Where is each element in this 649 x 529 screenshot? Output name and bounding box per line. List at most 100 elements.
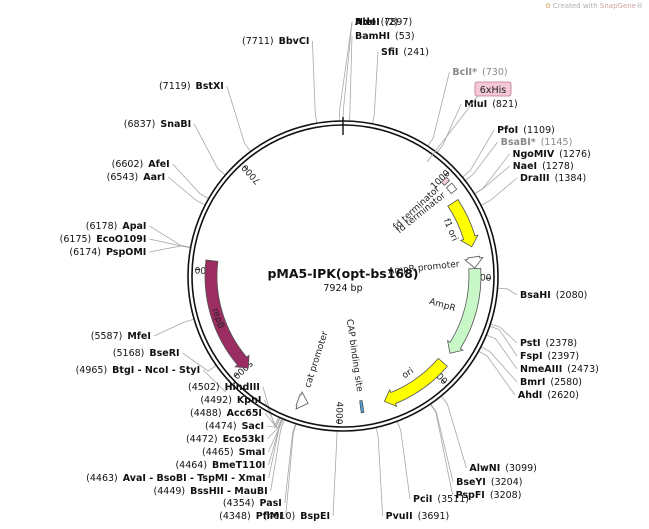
enzyme-name: AvaI - BsoBI - TspMI - XmaI	[123, 473, 266, 484]
enzyme-pflmi: (4348) PflMI	[219, 511, 283, 522]
enzyme-lead	[267, 418, 283, 440]
enzyme-pcii: PciI (3511)	[413, 494, 469, 505]
enzyme-name: EcoO109I	[96, 234, 146, 245]
enzyme-bamhi: BamHI (53)	[355, 31, 415, 42]
snapgene-logo-icon: ✿	[545, 2, 551, 10]
enzyme-lead	[149, 225, 191, 248]
enzyme-lead	[264, 412, 281, 428]
enzyme-position: (5168)	[113, 348, 145, 359]
enzyme-lead	[464, 141, 498, 181]
enzyme-name: PasI	[260, 498, 282, 509]
enzyme-lead	[311, 40, 318, 124]
his-tag-lead	[426, 95, 479, 163]
enzyme-position: (4965)	[76, 365, 108, 376]
enzyme-lead	[427, 71, 450, 147]
enzyme-name: BsaHI	[520, 290, 551, 301]
enzyme-name: SnaBI	[160, 119, 191, 130]
enzyme-name: BspEI	[300, 511, 330, 522]
enzyme-bbvci: (7711) BbvCI	[242, 36, 309, 47]
enzyme-position: (4472)	[186, 434, 218, 445]
enzyme-name: AarI	[143, 172, 165, 183]
enzyme-lead	[478, 350, 516, 396]
enzyme-lead	[284, 423, 296, 504]
enzyme-bseyi: BseYI (3204)	[456, 477, 522, 488]
feature-label-ampr: AmpR	[428, 297, 457, 314]
feature-f1-ori	[447, 198, 479, 248]
enzyme-lead	[480, 346, 518, 383]
enzyme-position: (241)	[403, 47, 429, 58]
enzyme-hindiii: (4502) HindIII	[188, 382, 260, 393]
enzyme-name: AlwNI	[469, 463, 500, 474]
enzyme-position: (6175)	[60, 234, 92, 245]
enzyme-lead	[372, 51, 379, 124]
enzyme-position: (4465)	[202, 447, 234, 458]
enzyme-bsahi: BsaHI (2080)	[520, 290, 587, 301]
enzyme-position: (1276)	[559, 149, 591, 160]
enzyme-name: FspI	[520, 351, 542, 362]
enzyme-name: NdeI	[355, 17, 380, 28]
enzyme-name: BsaBI*	[501, 137, 536, 148]
enzyme-bcli: BclI* (730)	[452, 67, 507, 78]
enzyme-pspfi: PspFI (3208)	[456, 490, 522, 501]
enzyme-eco53ki: (4472) Eco53kI	[186, 434, 264, 445]
enzyme-apai: (6178) ApaI	[86, 221, 147, 232]
credit-suffix: ®	[636, 2, 643, 10]
feature-repb	[204, 259, 250, 369]
enzyme-name: DraIII	[520, 173, 550, 184]
enzyme-name: MluI	[464, 99, 487, 110]
enzyme-name: AfeI	[148, 159, 169, 170]
tick-mark	[444, 171, 449, 177]
enzyme-sfii: SfiI (241)	[381, 47, 429, 58]
enzyme-naei: NaeI (1278)	[513, 161, 574, 172]
enzyme-name: NmeAIII	[520, 364, 562, 375]
enzyme-position: (3099)	[505, 463, 537, 474]
enzyme-pfoi: PfoI (1109)	[497, 125, 555, 136]
enzyme-position: (1109)	[523, 125, 555, 136]
enzyme-psti: PstI (2378)	[520, 338, 577, 349]
enzyme-lead	[396, 421, 411, 500]
tick-mark	[243, 165, 248, 171]
enzyme-mfei: (5587) MfeI	[91, 331, 151, 342]
enzyme-lead	[262, 386, 280, 428]
enzyme-lead	[430, 403, 454, 483]
enzyme-lead	[462, 129, 495, 178]
enzyme-position: (4502)	[188, 382, 220, 393]
enzyme-position: (3511)	[437, 494, 469, 505]
enzyme-acc65i: (4488) Acc65I	[190, 408, 262, 419]
feature-fd-terminator-1	[440, 176, 451, 186]
enzyme-position: (4348)	[219, 511, 251, 522]
enzyme-lead	[193, 123, 226, 176]
enzyme-name: BamHI	[355, 31, 390, 42]
enzyme-lead	[172, 163, 209, 199]
enzyme-name: SacI	[242, 421, 264, 432]
tick-label: 4000	[333, 401, 344, 424]
enzyme-position: (3208)	[490, 490, 522, 501]
enzyme-btgi-ncoi-styi: (4965) BtgI - NcoI - StyI	[76, 365, 201, 376]
enzyme-lead	[497, 287, 518, 296]
enzyme-position: (4354)	[223, 498, 255, 509]
enzyme-bseri: (5168) BseRI	[113, 348, 180, 359]
feature-cat-promoter	[295, 390, 309, 410]
enzyme-name: BtgI - NcoI - StyI	[112, 365, 200, 376]
enzyme-avai-bsobi-tspmi-xmai: (4463) AvaI - BsoBI - TspMI - XmaI	[86, 473, 265, 484]
enzyme-name: NaeI	[513, 161, 537, 172]
enzyme-afei: (6602) AfeI	[112, 159, 170, 170]
feature-cap-binding-site	[359, 400, 365, 414]
enzyme-lead	[153, 318, 195, 337]
enzyme-lead	[375, 427, 384, 517]
enzyme-lead	[474, 153, 510, 195]
feature-label-ori: ori	[401, 366, 416, 381]
enzyme-name: PfoI	[497, 125, 518, 136]
enzyme-name: Acc65I	[227, 408, 262, 419]
feature-fd-terminator-2	[445, 182, 458, 195]
enzyme-nmeaiii: NmeAIII (2473)	[520, 364, 599, 375]
enzyme-position: (4488)	[190, 408, 222, 419]
enzyme-name: BssHII - MauBI	[190, 486, 268, 497]
enzyme-name: BseRI	[149, 348, 179, 359]
enzyme-name: KpnI	[237, 395, 261, 406]
enzyme-position: (730)	[482, 67, 508, 78]
enzyme-pvuii: PvuII (3691)	[386, 511, 450, 522]
enzyme-name: BmrI	[520, 377, 545, 388]
enzyme-snabi: (6837) SnaBI	[124, 119, 191, 130]
